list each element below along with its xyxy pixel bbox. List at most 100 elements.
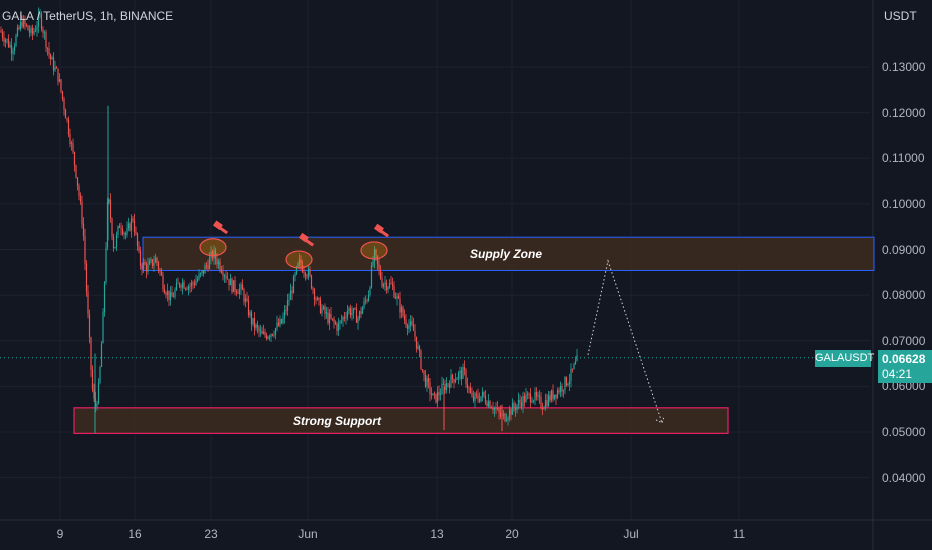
candle-body: [552, 390, 554, 400]
candle-body: [384, 282, 386, 285]
candle-body: [114, 247, 116, 249]
candle-body: [465, 369, 467, 385]
candle-body: [190, 282, 193, 287]
candle-body: [360, 311, 362, 314]
candle-body: [72, 143, 74, 153]
candle-body: [415, 336, 418, 349]
candle-body: [256, 324, 259, 328]
support-zone: [73, 407, 729, 434]
candle-body: [216, 258, 218, 265]
candle-body: [156, 257, 158, 263]
candle-body: [283, 310, 286, 318]
candle-body: [120, 227, 122, 230]
candle-body: [282, 317, 284, 324]
candle-body: [408, 325, 410, 329]
candle-body: [469, 388, 472, 393]
candle-body: [39, 13, 41, 15]
candle-body: [288, 299, 290, 301]
candle-body: [48, 48, 50, 55]
candle-body: [564, 376, 566, 390]
candle-body: [21, 21, 23, 27]
candle-body: [529, 393, 532, 403]
candle-body: [244, 298, 247, 302]
candle-body: [144, 262, 146, 265]
candle-body: [505, 419, 508, 421]
candle-body: [13, 45, 16, 51]
candle-body: [87, 291, 89, 315]
candle-body: [417, 346, 419, 349]
candle-body: [343, 317, 346, 318]
candle-body: [133, 220, 136, 232]
candle-body: [60, 79, 62, 92]
candle-body: [361, 307, 364, 314]
candle-body: [235, 290, 238, 293]
candle-body: [249, 312, 251, 316]
candle-body: [340, 320, 343, 322]
candle-body: [130, 218, 133, 231]
candle-body: [31, 27, 34, 34]
candle-body: [132, 218, 134, 221]
candle-body: [9, 44, 11, 47]
candle-body: [213, 250, 215, 259]
candle-body: [184, 288, 187, 290]
candle-body: [559, 385, 562, 393]
candle-body: [276, 322, 278, 329]
candle-body: [58, 79, 61, 82]
candle-body: [139, 250, 142, 266]
candle-body: [436, 391, 439, 403]
currency-label: USDT: [884, 9, 917, 23]
candle-body: [274, 328, 277, 335]
candle-body: [147, 264, 149, 272]
x-tick-label: Jun: [298, 527, 318, 541]
candle-body: [399, 298, 401, 313]
candle-body: [12, 50, 14, 54]
candle-body: [150, 259, 152, 262]
candle-body: [427, 377, 430, 383]
candle-body: [345, 317, 347, 319]
candle-body: [108, 199, 110, 202]
candle-body: [271, 334, 274, 336]
y-tick-label: 0.04000: [882, 470, 926, 485]
candle-body: [571, 368, 574, 370]
candle-body: [400, 307, 403, 313]
candle-body: [36, 26, 38, 31]
x-tick-label: 13: [430, 527, 444, 541]
candle-body: [141, 265, 143, 270]
candle-body: [204, 265, 206, 274]
candle-body: [522, 395, 524, 407]
y-tick-label: 0.12000: [882, 105, 926, 120]
candle-body: [151, 259, 154, 266]
candle-body: [135, 231, 137, 234]
candle-body: [193, 283, 196, 286]
candle-body: [327, 312, 329, 324]
chart-title: GALA / TetherUS, 1h, BINANCE: [2, 9, 174, 23]
candle-body: [291, 290, 293, 294]
candle-body: [172, 296, 175, 298]
candle-body: [45, 32, 47, 48]
y-tick-label: 0.11000: [882, 151, 925, 166]
candle-body: [112, 236, 115, 249]
candle-body: [103, 282, 106, 313]
candle-body: [376, 255, 379, 264]
candle-body: [502, 413, 505, 416]
candle-body: [487, 401, 490, 407]
candle-body: [67, 119, 70, 135]
candle-body: [238, 288, 241, 294]
y-tick-label: 0.07000: [882, 333, 926, 348]
candle-body: [6, 39, 8, 41]
candle-body: [318, 297, 320, 300]
candle-body: [162, 275, 164, 289]
candle-body: [519, 399, 521, 403]
candle-body: [63, 98, 65, 110]
candle-body: [418, 346, 421, 351]
candle-body: [307, 268, 310, 277]
candle-body: [460, 370, 463, 379]
candle-body: [375, 249, 377, 256]
x-tick-label: 20: [505, 527, 519, 541]
candle-body: [526, 393, 529, 395]
candle-body: [358, 311, 361, 319]
candle-body: [304, 272, 307, 277]
candle-body: [217, 261, 220, 265]
